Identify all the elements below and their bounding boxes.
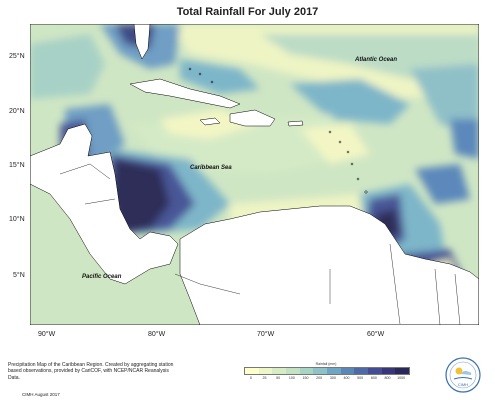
island (198, 72, 202, 76)
footnote: Precipitation Map of the Caribbean Regio… (8, 362, 174, 381)
land-puerto-rico (287, 120, 304, 127)
island (364, 190, 368, 194)
legend-tick-label: 400 (343, 376, 350, 380)
country-border (434, 268, 441, 325)
legend-tick-label: 800 (384, 376, 391, 380)
legend-swatch (313, 368, 328, 374)
legend-swatch (395, 368, 410, 374)
rainfall-map: Atlantic Ocean Caribbean Sea Pacific Oce… (30, 24, 479, 325)
credit: CIMH August 2017 (22, 392, 60, 397)
legend-tick-label: 0 (249, 376, 252, 380)
rain-zone-atlantic-mid (260, 34, 479, 79)
island (346, 150, 350, 154)
cimh-logo-icon: CIMH (445, 357, 481, 393)
legend-swatch (258, 368, 273, 374)
land-florida (133, 24, 151, 60)
legend: Rainfall (mm) 0 25 50 100 150 200 300 400 500 600… (244, 362, 410, 381)
legend-tick-label: 100 (288, 376, 295, 380)
lat-label-15n: 15°N (9, 162, 25, 169)
legend-swatch (245, 368, 259, 374)
lat-label-20n: 20°N (9, 108, 25, 115)
legend-swatch (272, 368, 287, 374)
label-caribbean-sea: Caribbean Sea (190, 165, 232, 171)
country-border (59, 163, 111, 180)
rain-zone-lesser-antilles (300, 124, 370, 164)
legend-tick-label: 200 (316, 376, 323, 380)
rain-zone-east-atlantic-right (410, 64, 479, 134)
island (350, 162, 354, 166)
island (188, 67, 192, 71)
rain-zone-gulf (30, 34, 105, 99)
island (338, 140, 342, 144)
lon-label-90w: 90°W (38, 331, 56, 338)
land-cuba (129, 78, 241, 109)
legend-tick-label: 1000 (397, 376, 406, 380)
legend-tick-label: 600 (370, 376, 377, 380)
land-hispaniola (229, 109, 276, 127)
legend-tick-label: 500 (357, 376, 364, 380)
legend-tick-label: 300 (329, 376, 336, 380)
island (210, 80, 214, 84)
rain-zone-east-atlantic (290, 79, 410, 124)
legend-ticks: 0 25 50 100 150 200 300 400 500 600 800 1000 (244, 375, 408, 381)
legend-color-bar (244, 367, 410, 375)
rain-zone-bahamas (180, 59, 260, 94)
country-border (84, 198, 116, 205)
island (328, 130, 332, 134)
country-border (454, 273, 461, 325)
land-jamaica (199, 117, 221, 126)
rain-zone-far-east-1 (450, 119, 479, 159)
legend-tick-label: 25 (262, 376, 267, 380)
legend-swatch (327, 368, 341, 374)
lat-label-25n: 25°N (9, 53, 25, 60)
legend-tick-label: 50 (276, 376, 281, 380)
label-pacific-ocean: Pacific Ocean (82, 274, 122, 280)
lon-label-60w: 60°W (367, 331, 385, 338)
rain-zone-sw-extreme (112, 159, 170, 232)
legend-title: Rainfall (mm) (315, 362, 337, 366)
lon-label-70w: 70°W (257, 331, 275, 338)
legend-swatch (299, 368, 314, 374)
map-title: Total Rainfall For July 2017 (176, 6, 319, 18)
land-central-america (30, 123, 179, 285)
lon-label-80w: 80°W (148, 331, 166, 338)
island (356, 177, 360, 181)
legend-swatch (340, 368, 355, 374)
logo-text: CIMH (458, 382, 468, 387)
legend-swatch (368, 368, 382, 374)
lat-label-5n: 5°N (13, 272, 25, 279)
rain-zone-far-east-2 (415, 164, 470, 204)
country-border (389, 243, 401, 325)
legend-swatch (286, 368, 300, 374)
land-south-america (179, 205, 479, 325)
legend-swatch (381, 368, 396, 374)
legend-swatch (354, 368, 369, 374)
label-atlantic-ocean: Atlantic Ocean (354, 57, 397, 63)
legend-tick-label: 150 (302, 376, 309, 380)
lat-label-10n: 10°N (9, 216, 25, 223)
country-border (174, 273, 241, 295)
